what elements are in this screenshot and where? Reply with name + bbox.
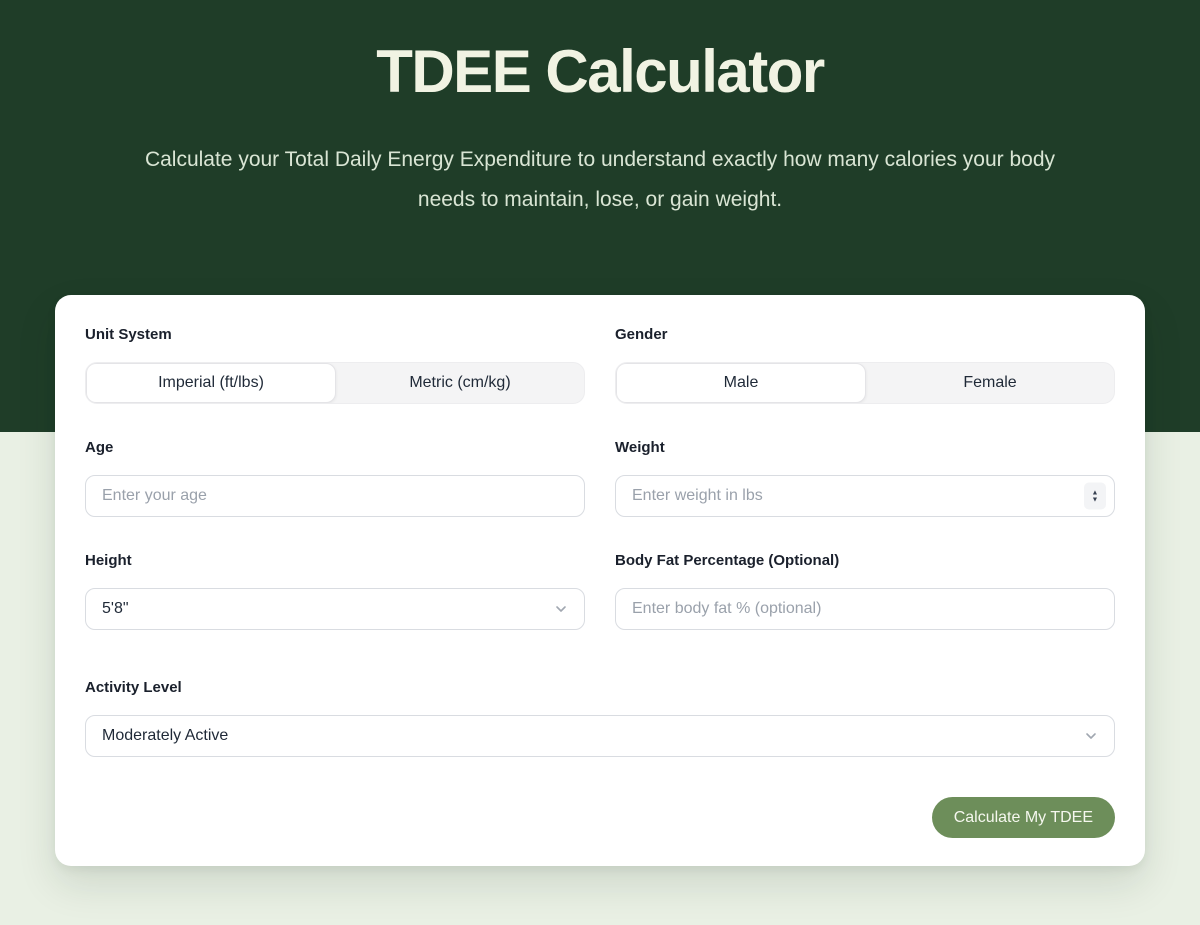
unit-system-label: Unit System: [85, 326, 172, 343]
stepper-up-icon[interactable]: ▲: [1091, 489, 1099, 496]
age-field: Age: [85, 438, 585, 517]
age-label: Age: [85, 439, 114, 456]
gender-male-option[interactable]: Male: [616, 363, 866, 403]
gender-field: Gender Male Female: [615, 325, 1115, 404]
height-label: Height: [85, 552, 132, 569]
gender-toggle: Male Female: [615, 362, 1115, 404]
body-fat-input[interactable]: [615, 588, 1115, 630]
unit-system-field: Unit System Imperial (ft/lbs) Metric (cm…: [85, 325, 585, 404]
age-input[interactable]: [85, 475, 585, 517]
activity-level-label: Activity Level: [85, 679, 182, 696]
height-field: Height 5'8": [85, 551, 585, 630]
unit-metric-option[interactable]: Metric (cm/kg): [336, 363, 584, 403]
height-select[interactable]: 5'8": [85, 588, 585, 630]
calculator-card: Unit System Imperial (ft/lbs) Metric (cm…: [55, 295, 1145, 866]
weight-field: Weight ▲ ▼: [615, 438, 1115, 517]
unit-imperial-option[interactable]: Imperial (ft/lbs): [86, 363, 336, 403]
stepper-down-icon[interactable]: ▼: [1091, 496, 1099, 503]
unit-system-toggle: Imperial (ft/lbs) Metric (cm/kg): [85, 362, 585, 404]
page-subtitle: Calculate your Total Daily Energy Expend…: [144, 148, 1056, 211]
weight-input[interactable]: [615, 475, 1115, 517]
chevron-down-icon: [554, 602, 568, 616]
gender-label: Gender: [615, 326, 668, 343]
body-fat-label: Body Fat Percentage (Optional): [615, 552, 840, 569]
gender-female-option[interactable]: Female: [866, 363, 1114, 403]
calculate-tdee-button[interactable]: Calculate My TDEE: [931, 797, 1115, 838]
body-fat-field: Body Fat Percentage (Optional): [615, 551, 1115, 630]
weight-stepper[interactable]: ▲ ▼: [1084, 482, 1106, 510]
form-actions: Calculate My TDEE: [85, 797, 1115, 838]
activity-level-select[interactable]: Moderately Active: [85, 715, 1115, 757]
height-selected-value: 5'8": [102, 600, 129, 617]
activity-level-selected-value: Moderately Active: [102, 727, 229, 744]
weight-label: Weight: [615, 439, 665, 456]
activity-level-field: Activity Level Moderately Active: [85, 678, 1115, 757]
chevron-down-icon: [1084, 729, 1098, 743]
page-title: TDEE Calculator: [376, 38, 825, 105]
